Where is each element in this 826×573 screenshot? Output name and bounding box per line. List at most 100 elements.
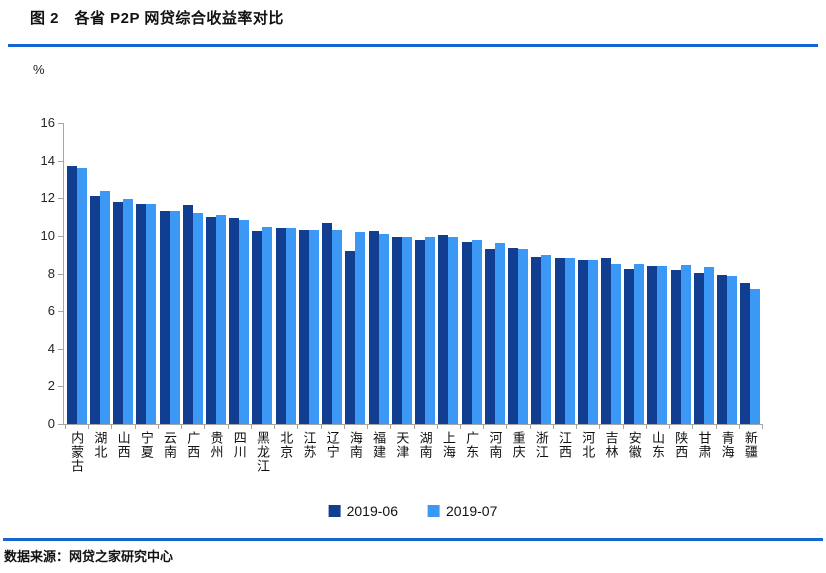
top-divider-line	[8, 44, 818, 47]
bar-2019-07	[401, 236, 412, 424]
province-bar-group	[716, 123, 739, 424]
bar-2019-07	[750, 288, 761, 424]
x-axis-category-label: 宁夏	[135, 431, 158, 473]
x-axis-category-label: 重庆	[506, 431, 529, 473]
bar-2019-06	[345, 250, 356, 424]
legend-item-2019-06: 2019-06	[328, 503, 398, 519]
bar-2019-06	[89, 196, 100, 424]
x-axis-category-label: 江苏	[297, 431, 320, 473]
legend-swatch-2019-06	[328, 505, 341, 517]
bar-2019-06	[554, 257, 565, 424]
bar-2019-07	[518, 249, 529, 424]
y-axis-tick	[58, 349, 63, 350]
province-bar-group	[297, 123, 320, 424]
bar-2019-07	[680, 265, 691, 424]
x-axis-category-text: 黑龙江	[254, 431, 270, 473]
x-axis-tick	[692, 425, 694, 429]
x-axis-category-text: 陕西	[673, 431, 689, 459]
bar-2019-07	[541, 254, 552, 424]
bar-2019-06	[275, 228, 286, 424]
y-axis-line	[63, 123, 64, 425]
plot-area	[65, 123, 762, 424]
x-axis-tick	[459, 425, 461, 429]
x-axis-tick	[529, 425, 531, 429]
bar-2019-07	[564, 257, 575, 424]
legend-label-2019-07: 2019-07	[446, 503, 498, 519]
bar-2019-06	[159, 210, 170, 424]
x-axis-category-label: 广西	[181, 431, 204, 473]
x-axis-tick	[367, 425, 369, 429]
x-axis-category-text: 湖南	[417, 431, 433, 459]
y-axis-tick-label: 12	[40, 190, 55, 205]
bar-2019-07	[657, 266, 668, 424]
x-axis-category-text: 四川	[231, 431, 247, 459]
bar-2019-06	[508, 248, 519, 424]
x-axis-category-text: 河北	[580, 431, 596, 459]
y-axis-tick	[58, 386, 63, 387]
province-bar-group	[599, 123, 622, 424]
x-axis-tick	[599, 425, 601, 429]
y-axis-tick-label: 4	[47, 341, 55, 356]
x-axis-category-text: 广东	[464, 431, 480, 459]
province-bar-group	[506, 123, 529, 424]
bar-2019-07	[727, 276, 738, 424]
x-axis-category-label: 河北	[576, 431, 599, 473]
bar-2019-07	[285, 228, 296, 424]
bar-2019-06	[368, 231, 379, 424]
x-axis-category-label: 浙江	[530, 431, 553, 473]
chart-legend: 2019-06 2019-07	[328, 503, 498, 519]
bar-2019-06	[66, 166, 77, 424]
province-bar-group	[669, 123, 692, 424]
bar-2019-07	[448, 236, 459, 424]
bar-2019-06	[461, 241, 472, 424]
x-axis-category-text: 云南	[162, 431, 178, 459]
x-axis-category-label: 上海	[437, 431, 460, 473]
x-axis-line	[63, 424, 763, 425]
x-axis-category-label: 湖南	[414, 431, 437, 473]
bar-2019-06	[740, 282, 751, 424]
x-axis-category-label: 天津	[390, 431, 413, 473]
province-bar-group	[111, 123, 134, 424]
x-axis-category-text: 湖北	[92, 431, 108, 459]
x-axis-category-text: 江西	[557, 431, 573, 459]
x-axis-category-label: 新疆	[739, 431, 762, 473]
y-axis-tick	[58, 274, 63, 275]
x-axis-category-text: 新疆	[742, 431, 758, 459]
bar-2019-06	[670, 269, 681, 424]
x-axis-tick	[552, 425, 554, 429]
x-axis-category-text: 青海	[719, 431, 735, 459]
x-axis-category-label: 海南	[344, 431, 367, 473]
x-axis-tick	[65, 425, 66, 429]
bar-2019-06	[229, 218, 240, 424]
province-bar-group	[321, 123, 344, 424]
x-axis-category-text: 河南	[487, 431, 503, 459]
y-axis-tick-label: 14	[40, 153, 55, 168]
x-axis-tick	[134, 425, 136, 429]
x-axis-category-label: 江西	[553, 431, 576, 473]
bar-2019-06	[182, 204, 193, 424]
x-axis-tick	[576, 425, 578, 429]
x-axis-tick	[506, 425, 508, 429]
province-bar-group	[274, 123, 297, 424]
bottom-divider-line	[3, 538, 823, 541]
x-axis-tick	[320, 425, 322, 429]
bar-2019-07	[703, 266, 714, 424]
legend-swatch-2019-07	[428, 505, 440, 517]
province-bar-group	[228, 123, 251, 424]
y-axis-tick-label: 6	[47, 303, 55, 318]
bar-2019-07	[123, 199, 134, 424]
province-bar-group	[135, 123, 158, 424]
bar-2019-06	[113, 202, 124, 424]
x-axis-category-text: 山东	[649, 431, 665, 459]
bar-2019-06	[252, 231, 263, 424]
bar-2019-07	[262, 226, 273, 424]
province-bar-group	[483, 123, 506, 424]
x-axis-category-label: 北京	[274, 431, 297, 473]
bar-2019-07	[146, 203, 157, 424]
x-axis-tick	[204, 425, 206, 429]
x-axis-category-label: 贵州	[204, 431, 227, 473]
x-axis-category-text: 广西	[185, 431, 201, 459]
bar-2019-06	[624, 268, 635, 424]
bar-2019-07	[425, 236, 436, 424]
bar-2019-07	[332, 230, 343, 424]
